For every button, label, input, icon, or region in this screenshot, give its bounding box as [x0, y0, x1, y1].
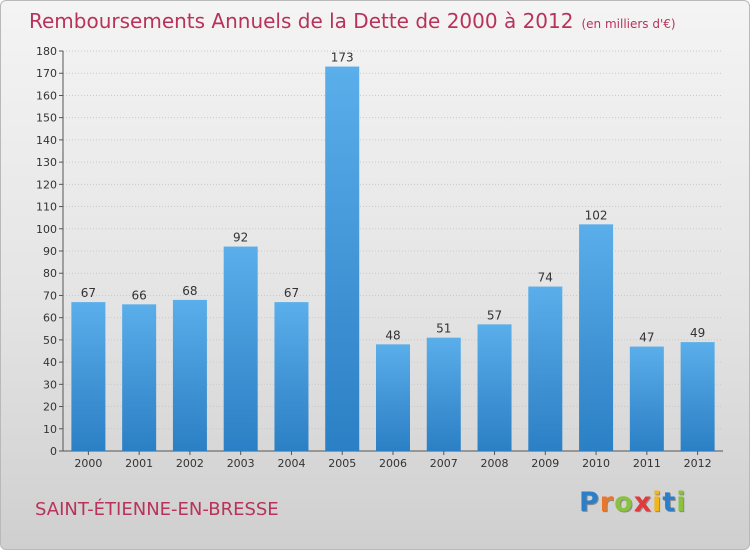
x-tick-label: 2008 — [481, 457, 509, 470]
bar — [477, 324, 512, 451]
y-tick-label: 140 — [36, 134, 57, 147]
y-tick-label: 0 — [50, 445, 57, 458]
y-tick-label: 150 — [36, 112, 57, 125]
bar-value-label: 68 — [182, 284, 197, 298]
bar — [325, 66, 360, 452]
x-tick-label: 2007 — [430, 457, 458, 470]
y-tick-label: 50 — [43, 334, 57, 347]
bar-value-label: 102 — [585, 208, 608, 222]
bar — [426, 337, 461, 451]
x-tick-label: 2009 — [531, 457, 559, 470]
x-tick-label: 2011 — [633, 457, 661, 470]
chart-unit: (en milliers d'€) — [581, 17, 676, 31]
bar-value-label: 47 — [639, 331, 654, 345]
logo-letter: t — [662, 487, 677, 518]
bar-value-label: 66 — [132, 288, 147, 302]
bar — [71, 302, 106, 451]
y-tick-label: 180 — [36, 45, 57, 58]
x-tick-label: 2003 — [227, 457, 255, 470]
y-tick-label: 160 — [36, 89, 57, 102]
bar — [528, 286, 563, 451]
chart-title: Remboursements Annuels de la Dette de 20… — [29, 9, 676, 33]
y-tick-label: 170 — [36, 67, 57, 80]
x-tick-label: 2010 — [582, 457, 610, 470]
bar — [376, 344, 410, 451]
bar-value-label: 67 — [284, 286, 299, 300]
bar — [629, 346, 664, 451]
x-tick-label: 2005 — [328, 457, 356, 470]
x-tick-label: 2001 — [125, 457, 153, 470]
y-tick-label: 70 — [43, 289, 57, 302]
logo-letter: o — [614, 487, 634, 518]
bar — [579, 224, 614, 451]
bar-value-label: 48 — [385, 328, 400, 342]
y-tick-label: 80 — [43, 267, 57, 280]
y-tick-label: 120 — [36, 178, 57, 191]
bar — [223, 246, 258, 451]
y-tick-label: 20 — [43, 401, 57, 414]
y-tick-label: 90 — [43, 245, 57, 258]
x-tick-label: 2004 — [277, 457, 305, 470]
x-tick-label: 2012 — [684, 457, 712, 470]
logo-letter: i — [652, 487, 663, 518]
y-tick-label: 30 — [43, 378, 57, 391]
y-tick-label: 40 — [43, 356, 57, 369]
y-tick-label: 100 — [36, 223, 57, 236]
chart-title-text: Remboursements Annuels de la Dette de 20… — [29, 9, 574, 33]
bar-value-label: 49 — [690, 326, 705, 340]
logo-letter: r — [599, 487, 615, 518]
proxiti-logo: Proxiti — [579, 487, 687, 518]
bar — [122, 304, 157, 451]
bar — [172, 299, 207, 451]
bar — [680, 342, 715, 451]
bar-value-label: 57 — [487, 308, 502, 322]
bar-value-label: 173 — [331, 51, 354, 65]
y-tick-label: 60 — [43, 312, 57, 325]
bar-value-label: 67 — [81, 286, 96, 300]
logo-letter: i — [676, 487, 687, 518]
x-tick-label: 2000 — [74, 457, 102, 470]
x-tick-label: 2002 — [176, 457, 204, 470]
bar — [274, 302, 309, 451]
y-tick-label: 130 — [36, 156, 57, 169]
logo-letter: x — [633, 487, 653, 518]
commune-name: SAINT-ÉTIENNE-EN-BRESSE — [35, 499, 279, 520]
y-tick-label: 10 — [43, 423, 57, 436]
y-tick-label: 110 — [36, 201, 57, 214]
bar-value-label: 92 — [233, 231, 248, 245]
x-tick-label: 2006 — [379, 457, 407, 470]
logo-letter: P — [579, 487, 600, 518]
bar-value-label: 74 — [538, 271, 553, 285]
bar-value-label: 51 — [436, 322, 451, 336]
